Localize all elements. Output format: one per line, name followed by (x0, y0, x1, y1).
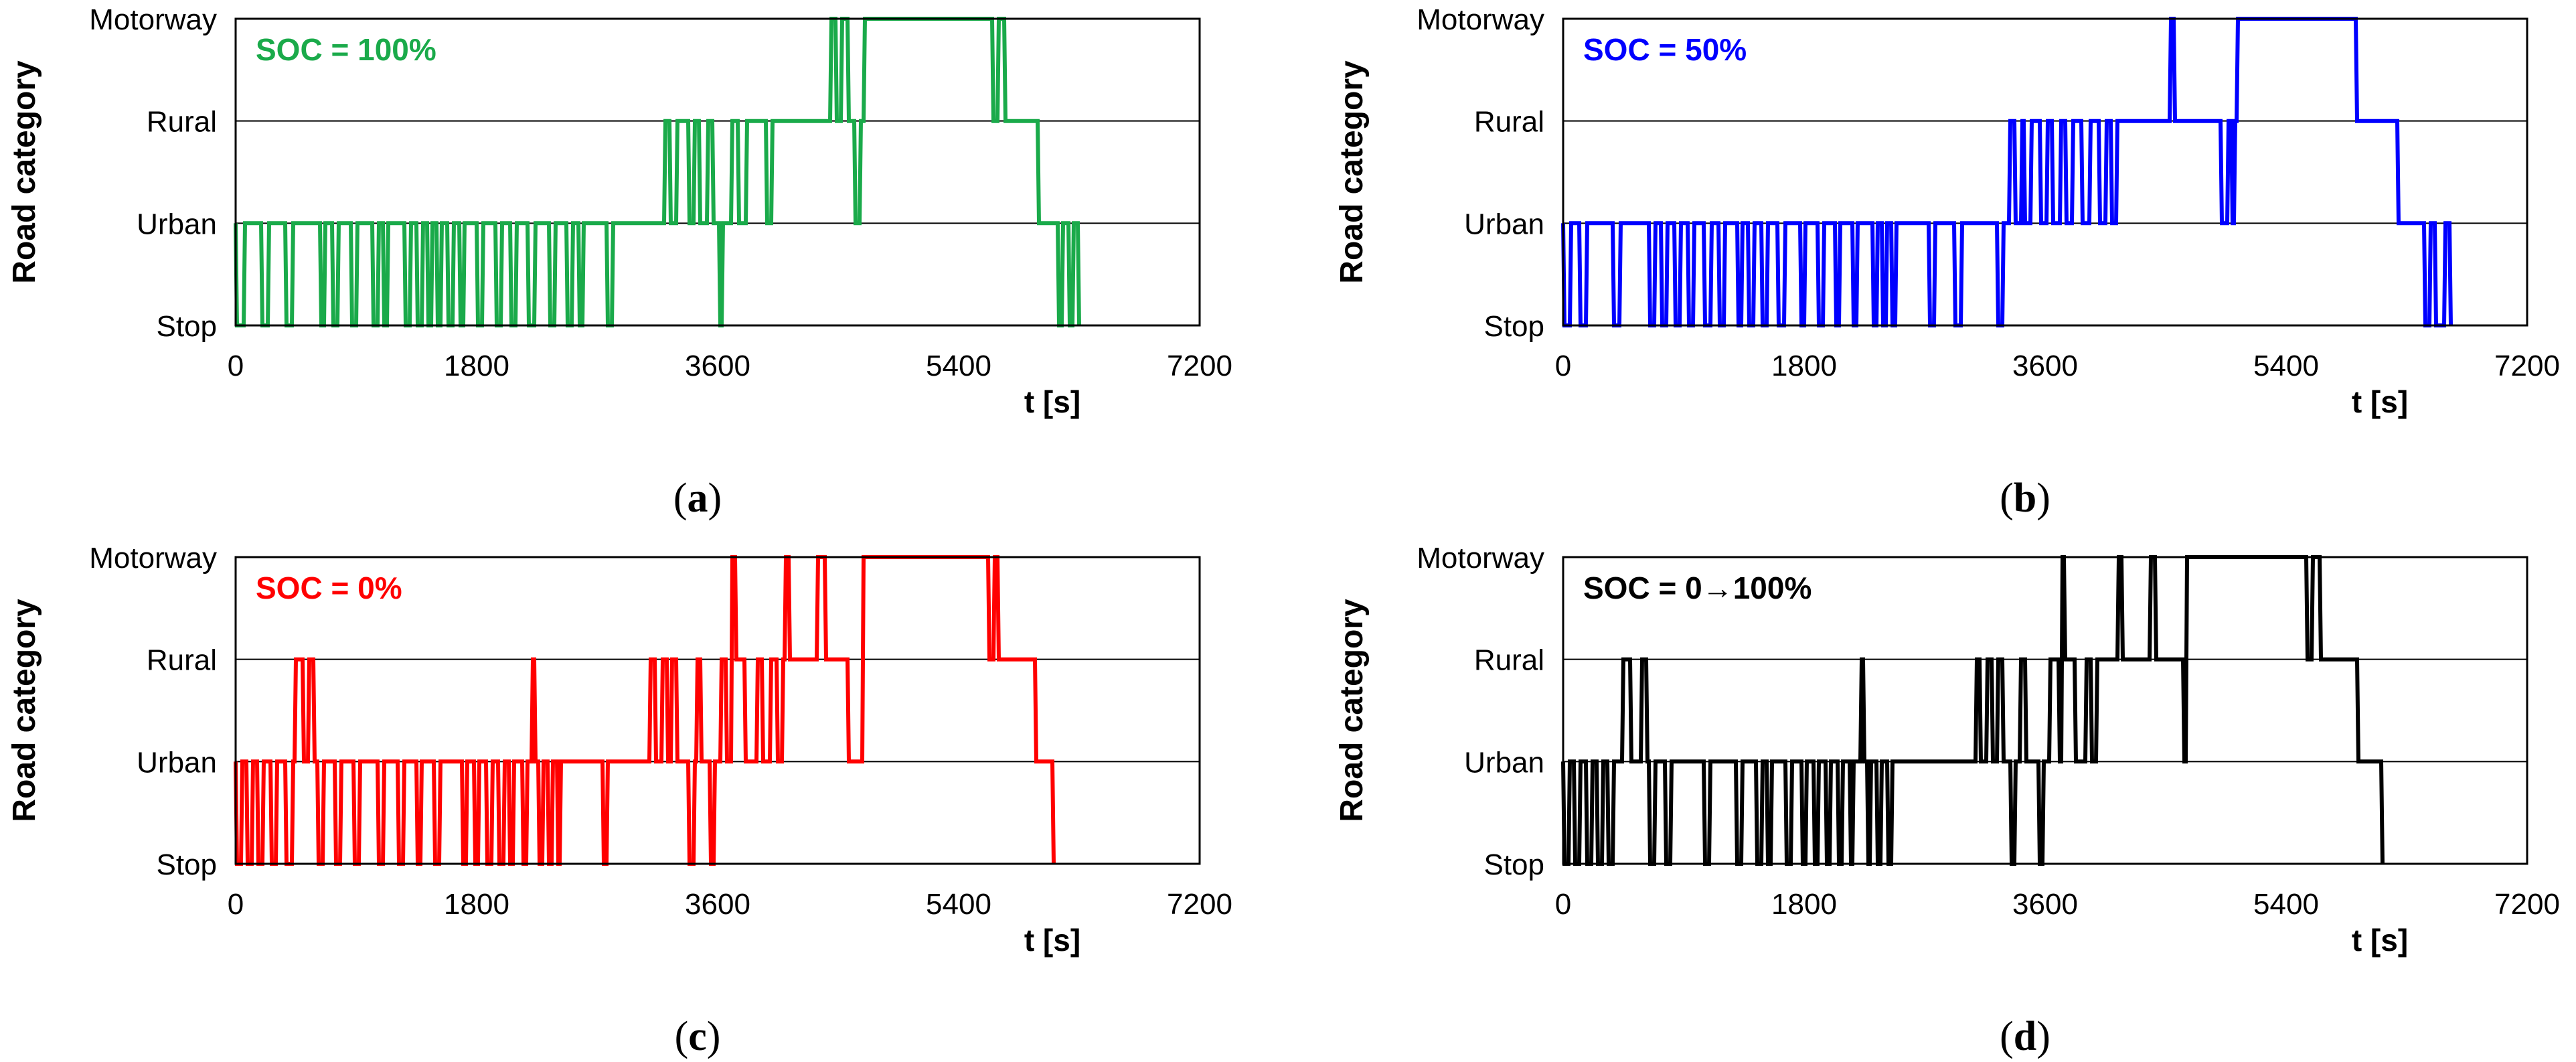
y-tick-label: Urban (137, 208, 217, 240)
y-tick-label: Stop (156, 848, 217, 881)
caption-close: ) (707, 1014, 721, 1059)
x-axis-title: t [s] (2352, 923, 2408, 958)
x-tick-label: 3600 (685, 888, 750, 921)
panel-caption: (b) (2000, 475, 2050, 521)
y-tick-label: Rural (1474, 644, 1544, 677)
plot-frame (1562, 17, 2528, 327)
y-tick-label: Stop (1483, 310, 1544, 343)
y-axis-title: Road category (1334, 60, 1370, 284)
caption-close: ) (708, 475, 722, 521)
series-line (1561, 555, 2385, 866)
y-axis-title: Road category (7, 60, 42, 284)
panel-caption: (d) (2000, 1014, 2050, 1059)
x-tick-label: 0 (228, 888, 244, 921)
y-tick-label: Motorway (1417, 542, 1544, 575)
x-tick-label: 1800 (444, 350, 509, 382)
caption-open: ( (2000, 1014, 2014, 1059)
soc-label: SOC = 0→100% (1583, 571, 1812, 605)
x-axis-title: t [s] (1024, 384, 1080, 419)
y-tick-label: Rural (147, 644, 217, 677)
caption-open: ( (2000, 475, 2014, 521)
y-tick-label: Urban (1464, 746, 1544, 779)
y-axis-title: Road category (7, 599, 42, 822)
caption-close: ) (2036, 475, 2050, 521)
caption-letter: b (2014, 475, 2036, 521)
series-line (234, 17, 1081, 327)
x-tick-label: 7200 (2494, 350, 2560, 382)
x-tick-label: 0 (228, 350, 244, 382)
y-tick-label: Motorway (89, 3, 217, 36)
y-tick-label: Stop (156, 310, 217, 343)
series-line (234, 555, 1056, 866)
x-tick-label: 7200 (1167, 350, 1232, 382)
caption-letter: c (688, 1014, 707, 1059)
x-tick-label: 0 (1555, 350, 1571, 382)
caption-open: ( (673, 475, 688, 521)
soc-label: SOC = 0% (256, 571, 402, 605)
panel-b: Stop Urban Rural Motorway 0 1800 3600 5400 7200 t… (1334, 3, 2560, 521)
y-tick-label: Rural (147, 106, 217, 139)
x-tick-label: 7200 (1167, 888, 1232, 921)
y-axis-title: Road category (1334, 599, 1370, 822)
soc-label: SOC = 100% (256, 32, 436, 67)
plot-frame (1562, 556, 2528, 865)
y-tick-label: Motorway (89, 542, 217, 575)
x-tick-label: 3600 (2012, 350, 2078, 382)
caption-letter: d (2014, 1014, 2036, 1059)
plot-frame (234, 17, 1201, 327)
x-tick-label: 3600 (685, 350, 750, 382)
plot-frame (234, 556, 1201, 865)
caption-close: ) (2036, 1014, 2050, 1059)
x-tick-label: 1800 (1771, 888, 1837, 921)
x-tick-label: 3600 (2012, 888, 2078, 921)
panel-d: Stop Urban Rural Motorway 0 1800 3600 5400 7200 t… (1334, 542, 2560, 1059)
x-tick-label: 5400 (926, 350, 991, 382)
x-tick-label: 0 (1555, 888, 1571, 921)
y-tick-label: Urban (137, 746, 217, 779)
y-tick-label: Urban (1464, 208, 1544, 240)
y-tick-label: Stop (1483, 848, 1544, 881)
x-tick-label: 7200 (2494, 888, 2560, 921)
caption-open: ( (675, 1014, 689, 1059)
panel-caption: (a) (673, 475, 722, 521)
caption-letter: a (688, 475, 708, 521)
x-tick-label: 5400 (2253, 888, 2319, 921)
x-axis-title: t [s] (1024, 923, 1080, 958)
y-tick-label: Motorway (1417, 3, 1544, 36)
x-tick-label: 1800 (444, 888, 509, 921)
y-tick-label: Rural (1474, 106, 1544, 139)
panel-a: Stop Urban Rural Motorway 0 1800 3600 5400 7200 t… (7, 3, 1232, 521)
panel-caption: (c) (675, 1014, 721, 1059)
panel-c: Stop Urban Rural Motorway 0 1800 3600 5400 7200 t… (7, 542, 1232, 1059)
x-tick-label: 1800 (1771, 350, 1837, 382)
x-tick-label: 5400 (2253, 350, 2319, 382)
x-axis-title: t [s] (2352, 384, 2408, 419)
x-tick-label: 5400 (926, 888, 991, 921)
soc-label: SOC = 50% (1583, 32, 1747, 67)
